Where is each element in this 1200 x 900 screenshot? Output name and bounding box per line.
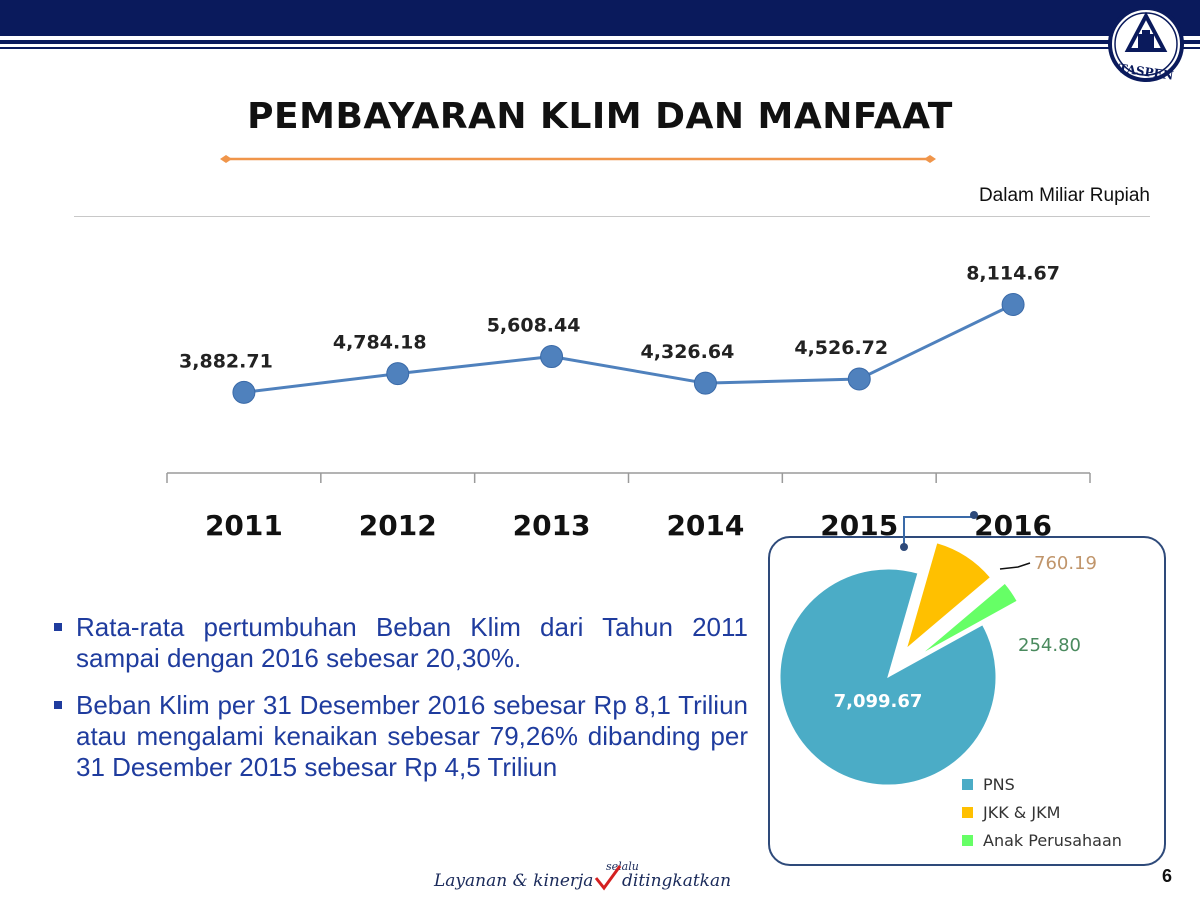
legend-item-anak-perusahaan: Anak Perusahaan [962,826,1122,854]
connector-line [903,516,974,547]
header-rule-thin [0,47,1200,49]
header-rule [0,40,1200,44]
pie-legend: PNS JKK & JKM Anak Perusahaan [962,770,1122,854]
connector-dot [900,543,908,551]
data-point [693,371,717,395]
pie-slice [779,568,997,786]
bullet-marker [54,701,62,709]
unit-note: Dalam Miliar Rupiah [978,185,1150,206]
legend-item-jkk-jkm: JKK & JKM [962,798,1122,826]
x-tick-label: 2012 [359,509,437,542]
data-label: 4,784.18 [333,332,427,354]
header-bar [0,0,1200,36]
pie-slice [905,542,992,650]
pie-chart: 7,099.67 760.19 254.80 [779,511,1097,786]
legend-label: Anak Perusahaan [983,830,1122,850]
slogan-end: ditingkatkan [622,871,731,891]
bullet-list: Rata-rata pertumbuhan Beban Klim dari Ta… [52,612,748,799]
check-icon [594,865,622,891]
slice-label: 7,099.67 [834,691,923,712]
legend-item-pns: PNS [962,770,1122,798]
x-tick-label: 2011 [205,509,283,542]
data-point [386,362,410,386]
data-point [540,345,564,369]
slice-label: 760.19 [1034,553,1097,574]
page-title: PEMBAYARAN KLIM DAN MANFAAT [247,96,953,137]
legend-swatch [962,806,973,818]
bullet-text: Beban Klim per 31 Desember 2016 sebesar … [76,690,748,782]
leader-line [999,562,1031,570]
slogan-top: selalu [606,860,639,873]
connector-dot [970,511,978,519]
slogan-main: Layanan & kinerja [433,871,593,891]
legend-swatch [962,778,973,790]
bullet-marker [54,623,62,631]
data-label: 5,608.44 [487,315,581,337]
taspen-logo: TASPEN [1108,6,1184,83]
data-point [1001,293,1025,317]
pie-slice [920,582,1018,655]
data-label: 8,114.67 [966,263,1060,285]
divider-line [74,216,1150,217]
data-point [232,380,256,404]
legend-label: JKK & JKM [983,802,1061,822]
line-chart: 3,882.71 2011 4,784.18 2012 5,608.44 2013 4,32… [166,263,1091,542]
legend-swatch [962,834,973,846]
data-label: 4,326.64 [641,341,735,363]
title-underline [220,155,936,163]
data-label: 4,526.72 [794,337,888,359]
data-label: 3,882.71 [179,350,273,372]
slice-label: 254.80 [1018,635,1081,656]
data-point [847,367,871,391]
bullet-item: Beban Klim per 31 Desember 2016 sebesar … [52,690,748,783]
x-tick-label: 2013 [513,509,591,542]
legend-label: PNS [983,774,1015,794]
bullet-text: Rata-rata pertumbuhan Beban Klim dari Ta… [76,612,748,673]
bullet-item: Rata-rata pertumbuhan Beban Klim dari Ta… [52,612,748,674]
footer-slogan: Layanan & kinerja selalu ditingkatkan [433,860,731,891]
x-tick-label: 2014 [666,509,744,542]
page-number: 6 [1161,866,1172,886]
series-line [243,303,1014,394]
